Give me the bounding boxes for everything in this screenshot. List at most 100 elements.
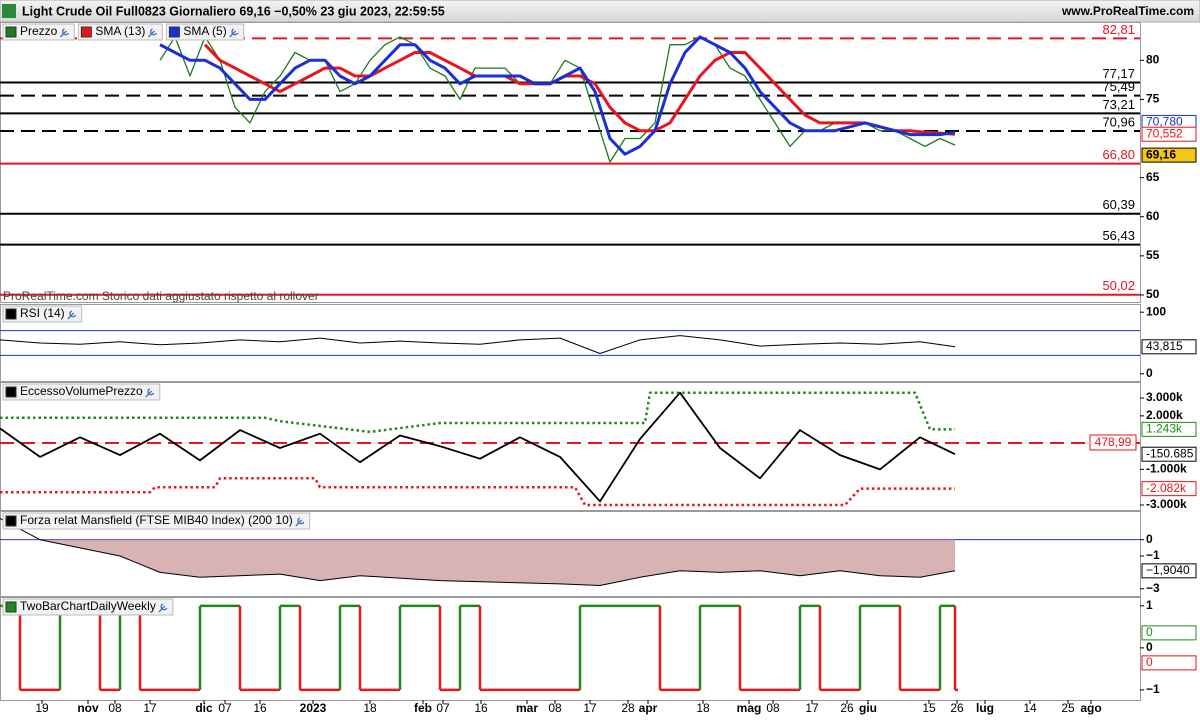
level-label: 60,39 xyxy=(1102,197,1135,212)
level-label: 66,80 xyxy=(1102,147,1135,162)
panel xyxy=(0,597,1141,701)
level-label: 56,43 xyxy=(1102,228,1135,243)
y-tick-label: 3.000k xyxy=(1146,390,1183,404)
value-tag-label: 1.243k xyxy=(1146,422,1183,436)
x-tick-label: dic xyxy=(195,701,213,715)
value-tag-label: 69,16 xyxy=(1146,147,1176,161)
y-tick-label: 0 xyxy=(1146,640,1153,654)
x-tick-label: 15 xyxy=(922,701,936,715)
x-tick-label: mag xyxy=(737,701,762,715)
panel xyxy=(0,22,1141,303)
legend-box xyxy=(2,383,161,401)
legend-label: SMA (13) xyxy=(95,24,145,38)
header-title: Light Crude Oil Full0823 Giornaliero 69,… xyxy=(22,4,445,18)
value-tag-label: 70,552 xyxy=(1146,126,1183,140)
x-tick-label: 18 xyxy=(696,701,710,715)
y-tick-label: 0 xyxy=(1146,532,1153,546)
legend-label: Prezzo xyxy=(20,24,58,38)
x-tick-label: 16 xyxy=(253,701,267,715)
x-tick-label: 16 xyxy=(474,701,488,715)
y-tick-label: 2.000k xyxy=(1146,408,1183,422)
x-tick-label: 08 xyxy=(108,701,122,715)
legend-label: SMA (5) xyxy=(183,24,226,38)
plot-area xyxy=(0,517,1140,586)
legend-swatch xyxy=(168,26,180,38)
x-tick-label: 08 xyxy=(766,701,780,715)
level-label: 50,02 xyxy=(1102,278,1135,293)
level-label: 82,81 xyxy=(1102,22,1135,37)
level-label: 478,99 xyxy=(1095,435,1132,449)
x-tick-label: 17 xyxy=(143,701,157,715)
x-tick-label: 17 xyxy=(805,701,819,715)
legend-box xyxy=(77,23,163,41)
y-tick-label: 75 xyxy=(1146,92,1160,106)
y-tick-label: 65 xyxy=(1146,170,1160,184)
legend-wrench xyxy=(229,28,239,38)
value-tag-label: −1,9040 xyxy=(1146,563,1190,577)
value-tag xyxy=(1141,563,1197,579)
y-tick-label: 100 xyxy=(1146,304,1166,318)
legend-swatch xyxy=(5,386,17,398)
x-tick-label: 25 xyxy=(1061,701,1075,715)
legend-box xyxy=(2,598,174,616)
x-tick-label: feb xyxy=(414,701,432,715)
x-tick-label: giu xyxy=(859,701,877,715)
legend-wrench xyxy=(145,388,155,398)
x-tick-label: ago xyxy=(1080,701,1101,715)
plot-area xyxy=(0,330,1140,356)
y-tick-label: 0 xyxy=(1146,366,1153,380)
plot-area xyxy=(0,604,958,692)
value-tag xyxy=(1141,126,1197,142)
value-tag-label: -150.685 xyxy=(1146,446,1194,460)
legend-wrench xyxy=(147,28,157,38)
legend-swatch xyxy=(5,308,17,320)
legend-box xyxy=(2,512,311,530)
y-tick-label: 80 xyxy=(1146,52,1160,66)
value-tag xyxy=(1141,421,1197,437)
x-tick-label: 19 xyxy=(35,701,49,715)
value-tag xyxy=(1141,147,1197,163)
panel xyxy=(0,382,1141,511)
value-tag xyxy=(1141,481,1197,497)
legend-wrench xyxy=(59,28,69,38)
legend-label: EccessoVolumePrezzo xyxy=(20,384,143,398)
value-tag xyxy=(1141,446,1197,462)
series-line xyxy=(159,35,956,156)
series-line xyxy=(203,43,956,136)
legend-box xyxy=(2,23,75,41)
x-tick-label: 14 xyxy=(1023,701,1037,715)
level-label: 70,96 xyxy=(1102,114,1135,129)
y-tick-label: -1.000k xyxy=(1146,462,1187,476)
legend-wrench xyxy=(67,310,77,320)
value-tag-label: 0 xyxy=(1146,655,1153,669)
value-tag-label: -2.082k xyxy=(1146,481,1187,495)
level-label: 77,17 xyxy=(1102,66,1135,81)
legend-wrench xyxy=(158,603,168,613)
legend-swatch xyxy=(5,26,17,38)
y-tick-label: 60 xyxy=(1146,209,1160,223)
y-tick-label: −1 xyxy=(1146,682,1160,696)
plot-area xyxy=(0,35,1140,296)
x-tick-label: 08 xyxy=(548,701,562,715)
level-label: 73,21 xyxy=(1102,97,1135,112)
legend-box xyxy=(2,305,83,323)
y-tick-label: 55 xyxy=(1146,248,1160,262)
y-tick-label: -3.000k xyxy=(1146,497,1187,511)
note: ProRealTime.com Storico dati aggiustato … xyxy=(3,289,319,303)
x-tick-label: 18 xyxy=(363,701,377,715)
legend-box xyxy=(165,23,245,41)
y-tick-label: −1 xyxy=(1146,548,1160,562)
series-line xyxy=(0,391,956,503)
value-tag xyxy=(1141,625,1197,641)
x-tick-label: 2023 xyxy=(300,701,327,715)
x-tick-label: 26 xyxy=(950,701,964,715)
level-label: 75,49 xyxy=(1102,79,1135,94)
x-tick-label: 26 xyxy=(840,701,854,715)
value-tag-label: 0 xyxy=(1146,625,1153,639)
x-tick-label: mar xyxy=(516,701,538,715)
x-tick-label: 17 xyxy=(583,701,597,715)
value-tag-label: 70,780 xyxy=(1146,115,1183,129)
value-tag xyxy=(1141,655,1197,671)
series-line xyxy=(0,517,956,586)
logo xyxy=(2,4,16,18)
